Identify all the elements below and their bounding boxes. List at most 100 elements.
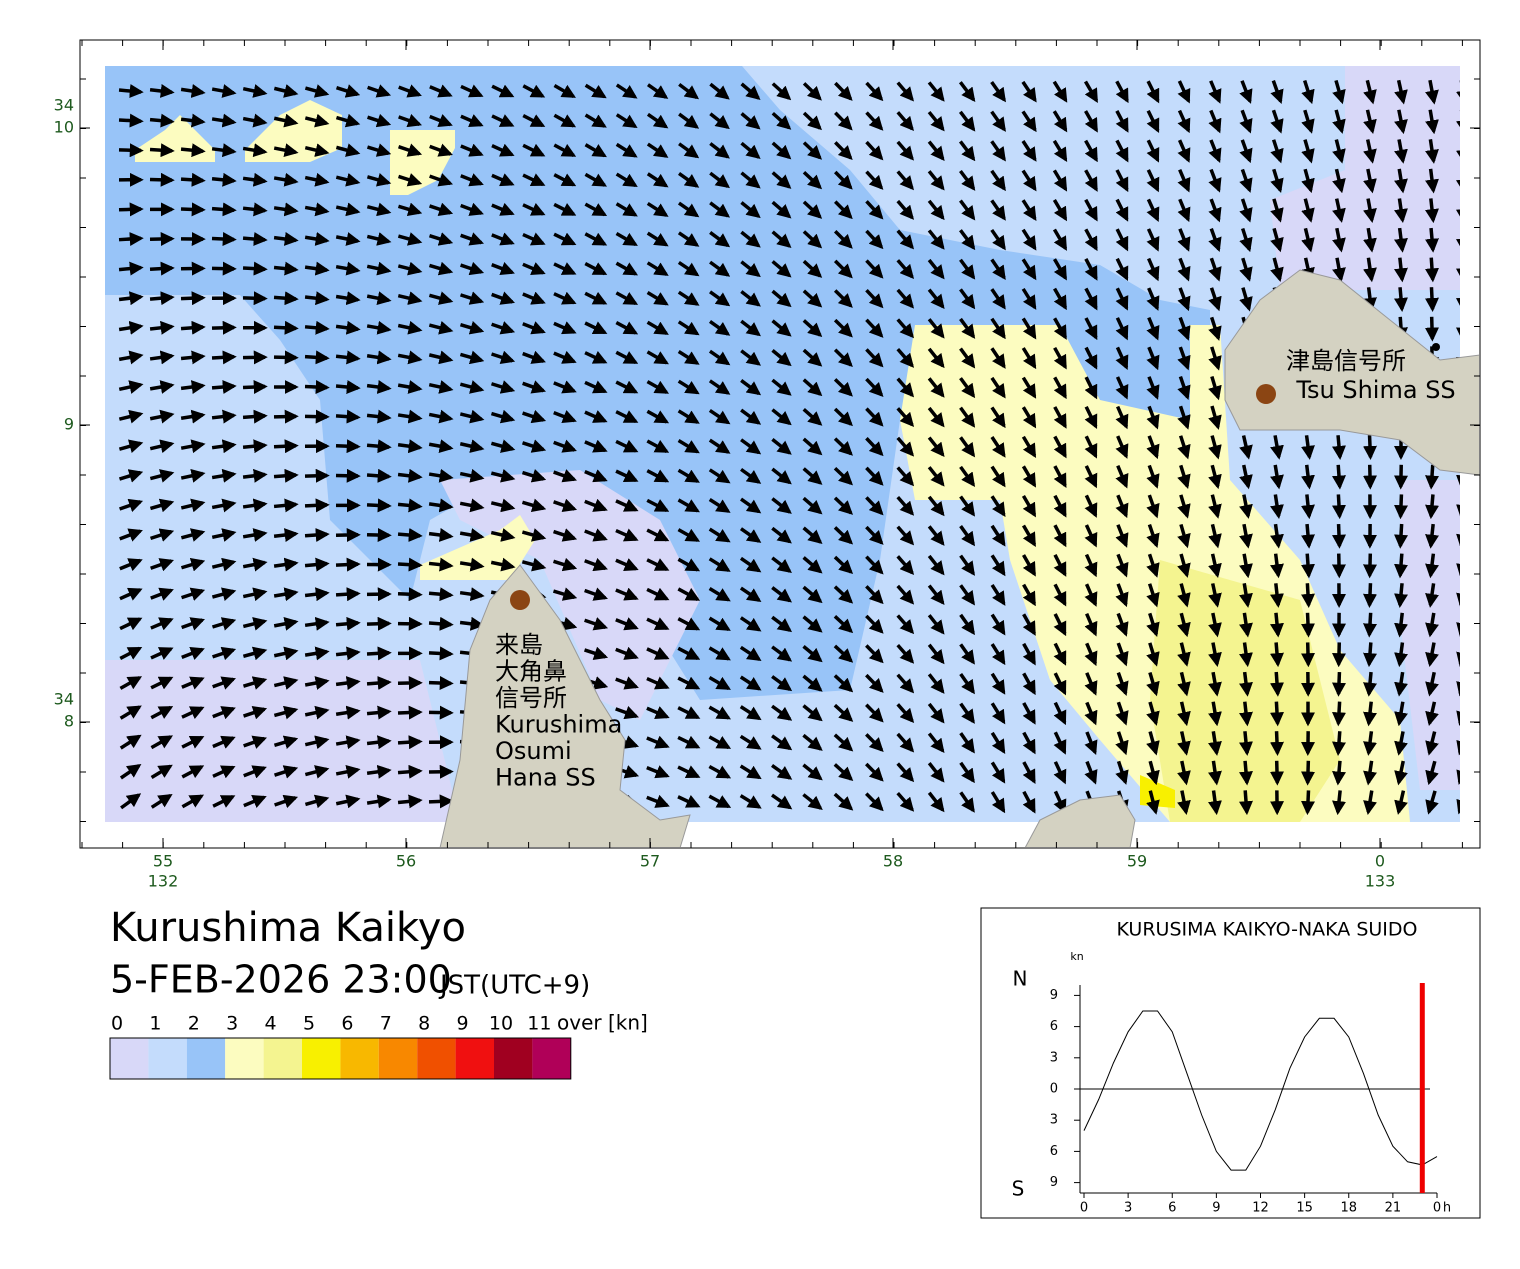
arrow [366, 173, 392, 187]
arrow [771, 171, 792, 189]
arrow [366, 409, 392, 424]
arrow [1424, 316, 1439, 342]
arrow [677, 379, 700, 395]
arrow [397, 498, 423, 513]
arrow [927, 643, 945, 665]
arrow [366, 646, 392, 661]
arrow [1363, 731, 1377, 756]
arrow [927, 762, 945, 783]
arrow [833, 289, 853, 308]
arrow [1363, 109, 1377, 135]
arrow [242, 557, 268, 572]
arrow [1083, 80, 1099, 103]
arrow [366, 113, 392, 128]
arrow [1425, 227, 1439, 253]
arrow [708, 705, 732, 720]
arrow [865, 170, 884, 190]
arrow [771, 200, 792, 219]
arrow [771, 734, 793, 751]
x-unit: h [1443, 1201, 1451, 1216]
arrow [118, 143, 144, 158]
arrow [833, 259, 853, 279]
arrow [211, 320, 237, 335]
arrow [211, 557, 237, 572]
arrow [274, 794, 299, 809]
arrow [833, 674, 854, 693]
arrow [335, 291, 361, 306]
arrow [959, 643, 975, 665]
arrow [1270, 523, 1284, 549]
arrow [708, 735, 732, 750]
arrow [802, 408, 823, 426]
arrow [615, 705, 639, 720]
arrow [896, 377, 915, 398]
arrow [865, 733, 884, 753]
arrow [1115, 80, 1129, 104]
station-dot [1256, 384, 1276, 404]
arrow [428, 409, 454, 424]
south-label: S [1012, 1177, 1025, 1201]
arrow [180, 172, 206, 187]
arrow [1146, 198, 1160, 222]
arrow [959, 791, 975, 813]
arrow [1332, 168, 1346, 194]
arrow [677, 439, 700, 454]
arrow [1021, 435, 1037, 459]
arrow [273, 705, 299, 720]
arrow [1301, 523, 1315, 549]
arrow [615, 528, 639, 542]
arrow [273, 498, 299, 513]
arrow [428, 675, 454, 690]
legend-label: 9 [457, 1013, 469, 1035]
arrow [833, 585, 854, 604]
arrow [490, 439, 516, 453]
arrow [1146, 464, 1160, 489]
x-tick-label: 12 [1252, 1201, 1269, 1216]
arrow [834, 141, 853, 161]
arrow [1394, 523, 1408, 549]
arrow [584, 617, 609, 631]
lon-degree: 132 [148, 872, 179, 891]
arrow [150, 558, 175, 572]
arrow [646, 172, 669, 188]
arrow [646, 735, 670, 749]
land-area [1024, 794, 1136, 847]
arrow [1239, 227, 1253, 253]
arrow [771, 497, 792, 514]
arrow [428, 320, 454, 335]
arrow [739, 764, 762, 780]
arrow [959, 258, 976, 280]
arrow [865, 496, 884, 516]
arrow [896, 347, 915, 368]
arrow [1239, 168, 1253, 193]
arrow [212, 765, 236, 779]
arrow [150, 647, 174, 660]
arrow [708, 527, 731, 543]
arrow [771, 349, 792, 367]
arrow [1239, 287, 1253, 312]
arrow [459, 439, 485, 453]
arrow [1053, 406, 1067, 429]
arrow [335, 616, 361, 631]
arrow [677, 557, 701, 572]
arrow [242, 113, 268, 128]
arrow [1177, 523, 1191, 549]
lat-degree: 34 [54, 96, 74, 115]
arrow [584, 557, 608, 572]
arrow [242, 468, 268, 483]
arrow [1053, 761, 1067, 785]
arrow [865, 259, 884, 279]
arrow [990, 347, 1006, 369]
arrow [740, 408, 762, 425]
arrow [678, 142, 700, 159]
arrow [460, 173, 484, 187]
arrow [927, 732, 945, 754]
arrow [771, 408, 792, 426]
arrow [180, 468, 206, 483]
legend-swatch [494, 1038, 533, 1079]
arrow [149, 528, 175, 542]
arrow [335, 202, 361, 217]
arrow [335, 261, 361, 276]
arrow [429, 143, 453, 157]
arrow [1208, 139, 1222, 164]
